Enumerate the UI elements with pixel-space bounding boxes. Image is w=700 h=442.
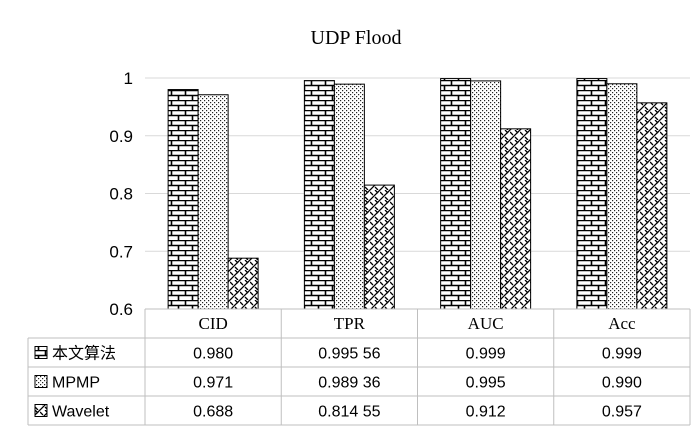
data-label: 0.957 bbox=[602, 404, 642, 421]
bar-本文算法-CID bbox=[167, 89, 199, 310]
y-tick-label: 1 bbox=[124, 69, 133, 88]
data-label: 0.995 56 bbox=[318, 346, 380, 363]
bar-Wavelet-Acc bbox=[636, 102, 668, 310]
bar-本文算法-AUC bbox=[440, 78, 472, 310]
y-axis-ticks: 0.6 0.7 0.8 0.9 1 bbox=[109, 69, 133, 319]
legend-label: 本文算法 bbox=[52, 344, 116, 363]
data-label: 0.912 bbox=[466, 404, 506, 421]
x-category-label: TPR bbox=[334, 314, 366, 333]
bar-MPMP-AUC bbox=[470, 80, 502, 310]
data-label: 0.990 bbox=[602, 375, 642, 392]
legend-key bbox=[34, 375, 48, 388]
data-label: 0.971 bbox=[193, 375, 233, 392]
legend-label: Wavelet bbox=[52, 404, 110, 421]
data-label: 0.688 bbox=[193, 404, 233, 421]
legend-key bbox=[34, 346, 48, 359]
data-label: 0.999 bbox=[466, 346, 506, 363]
y-tick-label: 0.9 bbox=[109, 127, 133, 146]
legend-key bbox=[34, 404, 48, 417]
x-category-label: AUC bbox=[468, 314, 504, 333]
x-category-label: CID bbox=[198, 314, 227, 333]
data-label: 0.999 bbox=[602, 346, 642, 363]
bar-Wavelet-TPR bbox=[363, 184, 395, 310]
data-label: 0.980 bbox=[193, 346, 233, 363]
y-tick-label: 0.8 bbox=[109, 185, 133, 204]
y-tick-label: 0.7 bbox=[109, 242, 133, 261]
chart-title: UDP Flood bbox=[311, 27, 402, 49]
data-label: 0.989 36 bbox=[318, 375, 380, 392]
bar-MPMP-CID bbox=[197, 94, 229, 310]
bar-Wavelet-AUC bbox=[500, 128, 532, 310]
bar-Wavelet-CID bbox=[227, 257, 259, 310]
data-table: CID TPR AUC Acc 本文算法 0.980 0.995 56 0.999 0.999 M… bbox=[27, 308, 691, 426]
bar-MPMP-Acc bbox=[606, 83, 638, 310]
bar-MPMP-TPR bbox=[333, 83, 365, 310]
legend-label: MPMP bbox=[52, 375, 100, 392]
bar-本文算法-TPR bbox=[303, 80, 335, 310]
bar-本文算法-Acc bbox=[576, 78, 608, 310]
data-label: 0.995 bbox=[466, 375, 506, 392]
y-tick-label: 0.6 bbox=[109, 300, 133, 319]
x-category-label: Acc bbox=[608, 314, 636, 333]
data-label: 0.814 55 bbox=[318, 404, 380, 421]
